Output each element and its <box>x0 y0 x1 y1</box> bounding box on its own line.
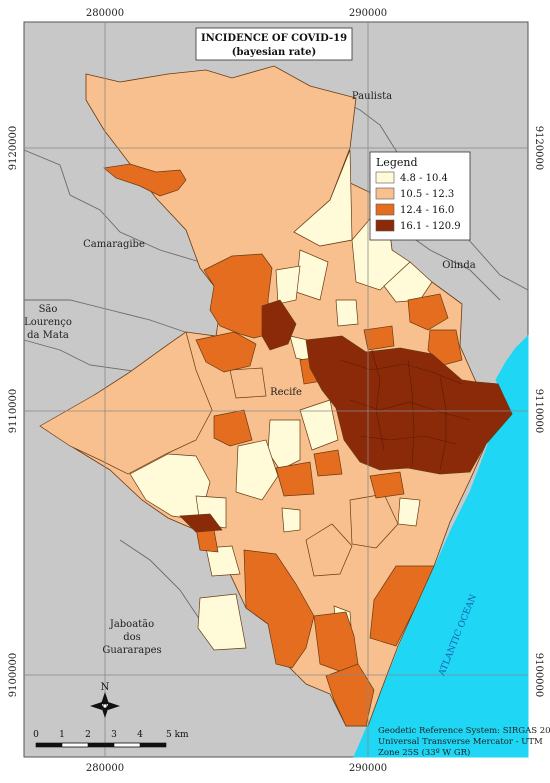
credits-line-3: Zone 25S (33º W GR) <box>378 747 470 758</box>
scale-tick-5: 5 km <box>166 730 189 740</box>
label-jaboatao-1: Jaboatão <box>109 619 154 630</box>
graticule <box>24 22 528 757</box>
north-arrow-icon <box>90 692 120 718</box>
north-label: N <box>101 682 110 693</box>
scale-bar <box>35 742 167 748</box>
bottom-x-label-2: 290000 <box>349 763 387 774</box>
scale-tick-0: 0 <box>33 730 39 740</box>
title-box <box>195 27 353 61</box>
legend-label-4: 16.1 - 120.9 <box>400 221 461 232</box>
scale-tick-3: 3 <box>111 730 117 740</box>
map-subtitle: (bayesian rate) <box>232 47 317 58</box>
right-y-label-2: 9110000 <box>533 389 544 434</box>
top-x-label-1: 280000 <box>86 8 124 19</box>
neighborhoods <box>39 149 513 727</box>
label-paulista: Paulista <box>352 91 392 102</box>
left-y-label-2: 9110000 <box>8 389 19 434</box>
legend-swatch-3 <box>375 203 395 216</box>
legend-label-1: 4.8 - 10.4 <box>400 173 448 184</box>
label-sao-lourenco-3: da Mata <box>27 330 69 341</box>
legend-label-2: 10.5 - 12.3 <box>400 189 454 200</box>
legend-swatch-2 <box>375 187 395 200</box>
top-x-label-2: 290000 <box>349 8 387 19</box>
scale-tick-1: 1 <box>59 730 65 740</box>
legend-label-3: 12.4 - 16.0 <box>400 205 454 216</box>
credits-line-2: Universal Transverse Mercator - UTM <box>378 737 543 747</box>
right-y-label-3: 9100000 <box>533 653 544 698</box>
label-jaboatao-2: dos <box>123 632 141 643</box>
district-lines <box>339 349 471 471</box>
atlantic-ocean <box>353 334 529 758</box>
label-sao-lourenco-2: Lourenço <box>24 317 72 328</box>
right-y-label-1: 9120000 <box>533 126 544 171</box>
credits-line-1: Geodetic Reference System: SIRGAS 2000 <box>378 726 550 736</box>
label-sao-lourenco-1: São <box>39 304 58 315</box>
label-jaboatao-3: Guararapes <box>102 645 161 656</box>
label-recife: Recife <box>270 387 302 398</box>
label-camaragibe: Camaragibe <box>83 239 145 250</box>
left-y-label-1: 9120000 <box>8 126 19 171</box>
legend-swatch-4 <box>375 219 395 232</box>
legend: Legend 4.8 - 10.4 10.5 - 12.3 12.4 - 16.… <box>369 151 471 241</box>
scale-tick-2: 2 <box>85 730 91 740</box>
map-title: INCIDENCE OF COVID-19 <box>201 33 347 44</box>
legend-title: Legend <box>376 156 418 169</box>
left-y-label-3: 9100000 <box>8 653 19 698</box>
label-olinda: Olinda <box>442 260 475 271</box>
bottom-x-label-1: 280000 <box>86 763 124 774</box>
scale-tick-4: 4 <box>137 730 143 740</box>
legend-swatch-1 <box>375 171 395 184</box>
